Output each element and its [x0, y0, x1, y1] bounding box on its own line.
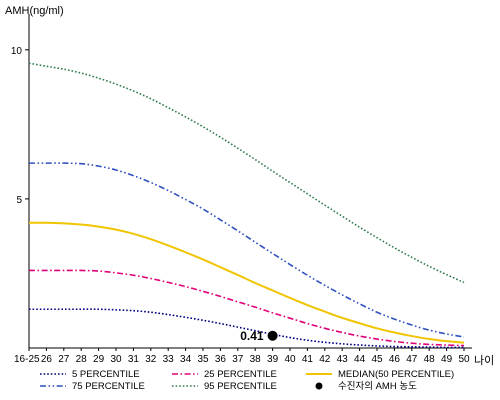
legend-label: 25 PERCENTILE: [204, 369, 277, 380]
x-tick-label: 30: [110, 354, 122, 365]
legend: 5 PERCENTILE 25 PERCENTILE MEDIAN(50 PERCE…: [40, 369, 454, 392]
legend-label: MEDIAN(50 PERCENTILE): [338, 369, 454, 380]
x-tick-label: 34: [180, 354, 192, 365]
x-tick-label: 49: [441, 354, 453, 365]
x-tick-label: 32: [145, 354, 157, 365]
x-tick-label: 35: [197, 354, 209, 365]
series-line-5: [28, 62, 465, 284]
legend-swatch-point: [315, 382, 323, 390]
x-tick-label: 36: [215, 354, 227, 365]
highlight-point-label: 0.41: [240, 329, 264, 343]
x-tick-label: 29: [93, 354, 105, 365]
x-tick-label: 16-25: [14, 354, 40, 365]
y-tick-label: 5: [16, 195, 22, 206]
highlight-point: [267, 330, 278, 341]
x-tick-label: 41: [302, 354, 314, 365]
series-line-4: [29, 162, 465, 338]
x-tick-label: 33: [163, 354, 175, 365]
x-tick-label: 43: [337, 354, 349, 365]
x-axis-title: 나이: [474, 354, 494, 367]
x-tick-label: 42: [319, 354, 331, 365]
x-tick-label: 38: [250, 354, 262, 365]
x-tick-label: 46: [389, 354, 401, 365]
x-tick-label: 27: [58, 354, 70, 365]
x-tick-label: 47: [406, 354, 418, 365]
x-tick-label: 37: [232, 354, 244, 365]
legend-label: 수진자의 AMH 농도: [338, 381, 417, 392]
y-axis-title: AMH(ng/ml): [5, 5, 64, 17]
x-tick-label: 48: [424, 354, 436, 365]
x-tick-label: 31: [128, 354, 140, 365]
axes: AMH(ng/ml) 5 10 16-25 26 27 28 29 30 31 32 33 34 35 36…: [5, 5, 494, 367]
legend-label: 95 PERCENTILE: [204, 381, 277, 392]
x-tick-label: 39: [267, 354, 279, 365]
x-tick-label: 44: [354, 354, 366, 365]
x-tick-label: 45: [371, 354, 383, 365]
x-tick-label: 50: [458, 354, 470, 365]
legend-label: 75 PERCENTILE: [72, 381, 145, 392]
legend-label: 5 PERCENTILE: [72, 369, 140, 380]
highlight-layer: 0.41: [240, 329, 278, 343]
series-layer: [28, 62, 465, 349]
series-line-3: [28, 221, 465, 344]
x-tick-label: 40: [284, 354, 296, 365]
x-tick-label: 26: [41, 354, 53, 365]
y-tick-label: 10: [11, 46, 23, 57]
x-tick-label: 28: [76, 354, 88, 365]
